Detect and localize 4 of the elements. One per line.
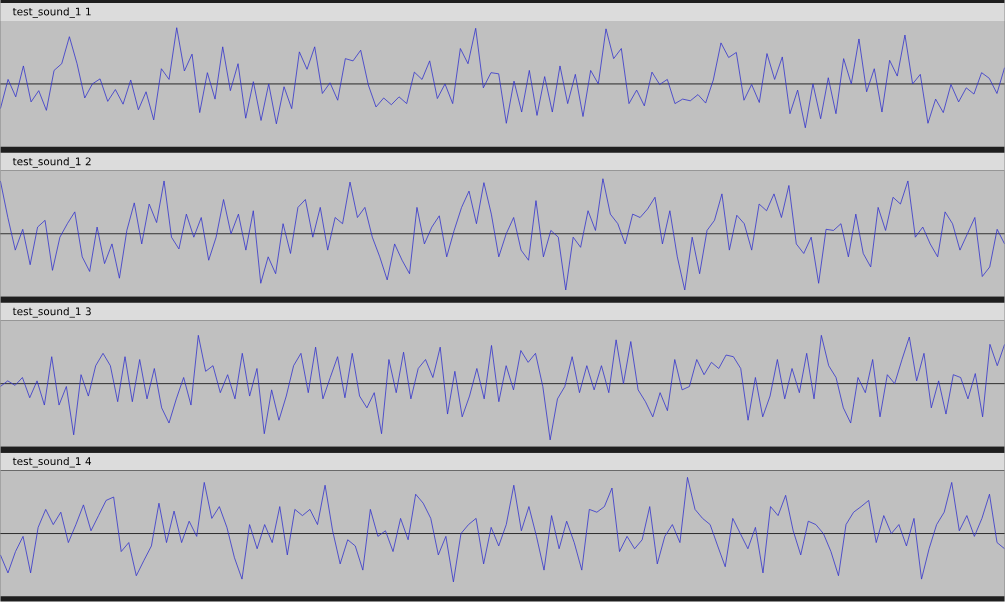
chart-title: test_sound_1 1 [12, 7, 91, 19]
chart-title: test_sound_1 4 [12, 457, 92, 468]
chart-title: test_sound_1 3 [12, 307, 91, 318]
chart-title: test_sound_1 2 [12, 157, 91, 168]
